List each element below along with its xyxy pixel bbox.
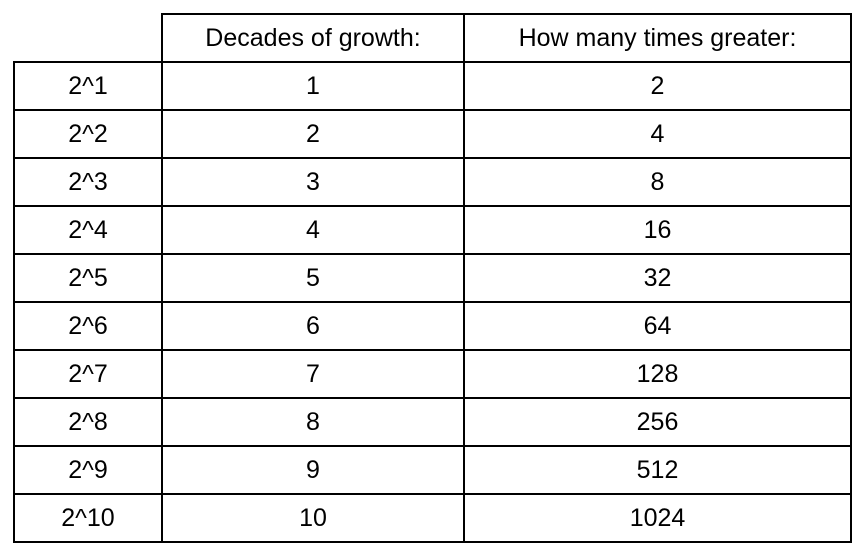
table-cell: 2^4 [13,205,163,255]
table-cell: 2^1 [13,61,163,111]
table-cell: 2^5 [13,253,163,303]
table-cell: 6 [161,301,465,351]
header-cell: Decades of growth: [161,13,465,63]
table-cell: 2 [463,61,852,111]
table-cell: 128 [463,349,852,399]
table-cell: 7 [161,349,465,399]
table-row: 2^2 2 4 [13,109,852,159]
table-cell: 32 [463,253,852,303]
table-cell: 2^10 [13,493,163,543]
table-cell: 8 [161,397,465,447]
table-cell: 8 [463,157,852,207]
table-cell: 2^6 [13,301,163,351]
table-cell: 10 [161,493,465,543]
header-cell: How many times greater: [463,13,852,63]
table-cell: 64 [463,301,852,351]
table-cell: 2 [161,109,465,159]
table-cell: 4 [161,205,465,255]
table-row: 2^8 8 256 [13,397,852,447]
table-row: 2^7 7 128 [13,349,852,399]
table-cell: 2^7 [13,349,163,399]
table-cell: 1 [161,61,465,111]
table-body: 2^1 1 2 2^2 2 4 2^3 3 8 2^4 4 16 2^5 5 32 2^6 6 64 2^7 7 128… [13,61,852,543]
table-cell: 3 [161,157,465,207]
table-row: 2^6 6 64 [13,301,852,351]
corner-cell [14,14,163,63]
table-cell: 4 [463,109,852,159]
table-cell: 2^2 [13,109,163,159]
table-row: 2^1 1 2 [13,61,852,111]
table-cell: 2^8 [13,397,163,447]
header-row: Decades of growth: How many times greate… [14,13,852,63]
table-row: 2^4 4 16 [13,205,852,255]
table-cell: 1024 [463,493,852,543]
table-row: 2^5 5 32 [13,253,852,303]
table-cell: 2^3 [13,157,163,207]
table-row: 2^3 3 8 [13,157,852,207]
table-row: 2^9 9 512 [13,445,852,495]
table-cell: 9 [161,445,465,495]
table-cell: 512 [463,445,852,495]
table-row: 2^10 10 1024 [13,493,852,543]
table-cell: 256 [463,397,852,447]
table-cell: 16 [463,205,852,255]
table-cell: 5 [161,253,465,303]
table-cell: 2^9 [13,445,163,495]
growth-table: Decades of growth: How many times greate… [13,13,852,543]
